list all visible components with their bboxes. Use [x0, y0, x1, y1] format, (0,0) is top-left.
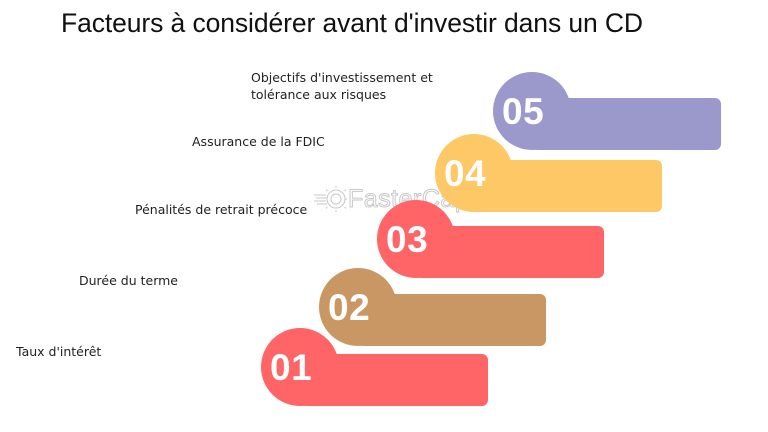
step-04-number: 04: [444, 153, 487, 194]
step-05-label: Objectifs d'investissement et tolérance …: [251, 69, 433, 103]
step-05-label-line2: tolérance aux risques: [251, 87, 387, 102]
step-04-label: Assurance de la FDIC: [192, 134, 325, 149]
step-03-circle: [377, 200, 455, 278]
step-05-number: 05: [502, 91, 545, 132]
gear-icon: [314, 186, 347, 212]
step-03-label: Pénalités de retrait précoce: [135, 202, 308, 217]
page-title: Facteurs à considérer avant d'investir d…: [61, 8, 643, 38]
step-04-circle: [435, 134, 513, 212]
step-05-circle: [493, 72, 571, 150]
step-02-number: 02: [328, 287, 371, 328]
step-01-circle: [261, 328, 339, 406]
step-01-number: 01: [270, 347, 313, 388]
step-05-label-line1: Objectifs d'investissement et: [251, 70, 433, 85]
step-02-circle: [319, 268, 397, 346]
step-03-number: 03: [386, 219, 429, 260]
step-01-label: Taux d'intérêt: [16, 344, 102, 359]
step-02-label: Durée du terme: [79, 273, 178, 288]
